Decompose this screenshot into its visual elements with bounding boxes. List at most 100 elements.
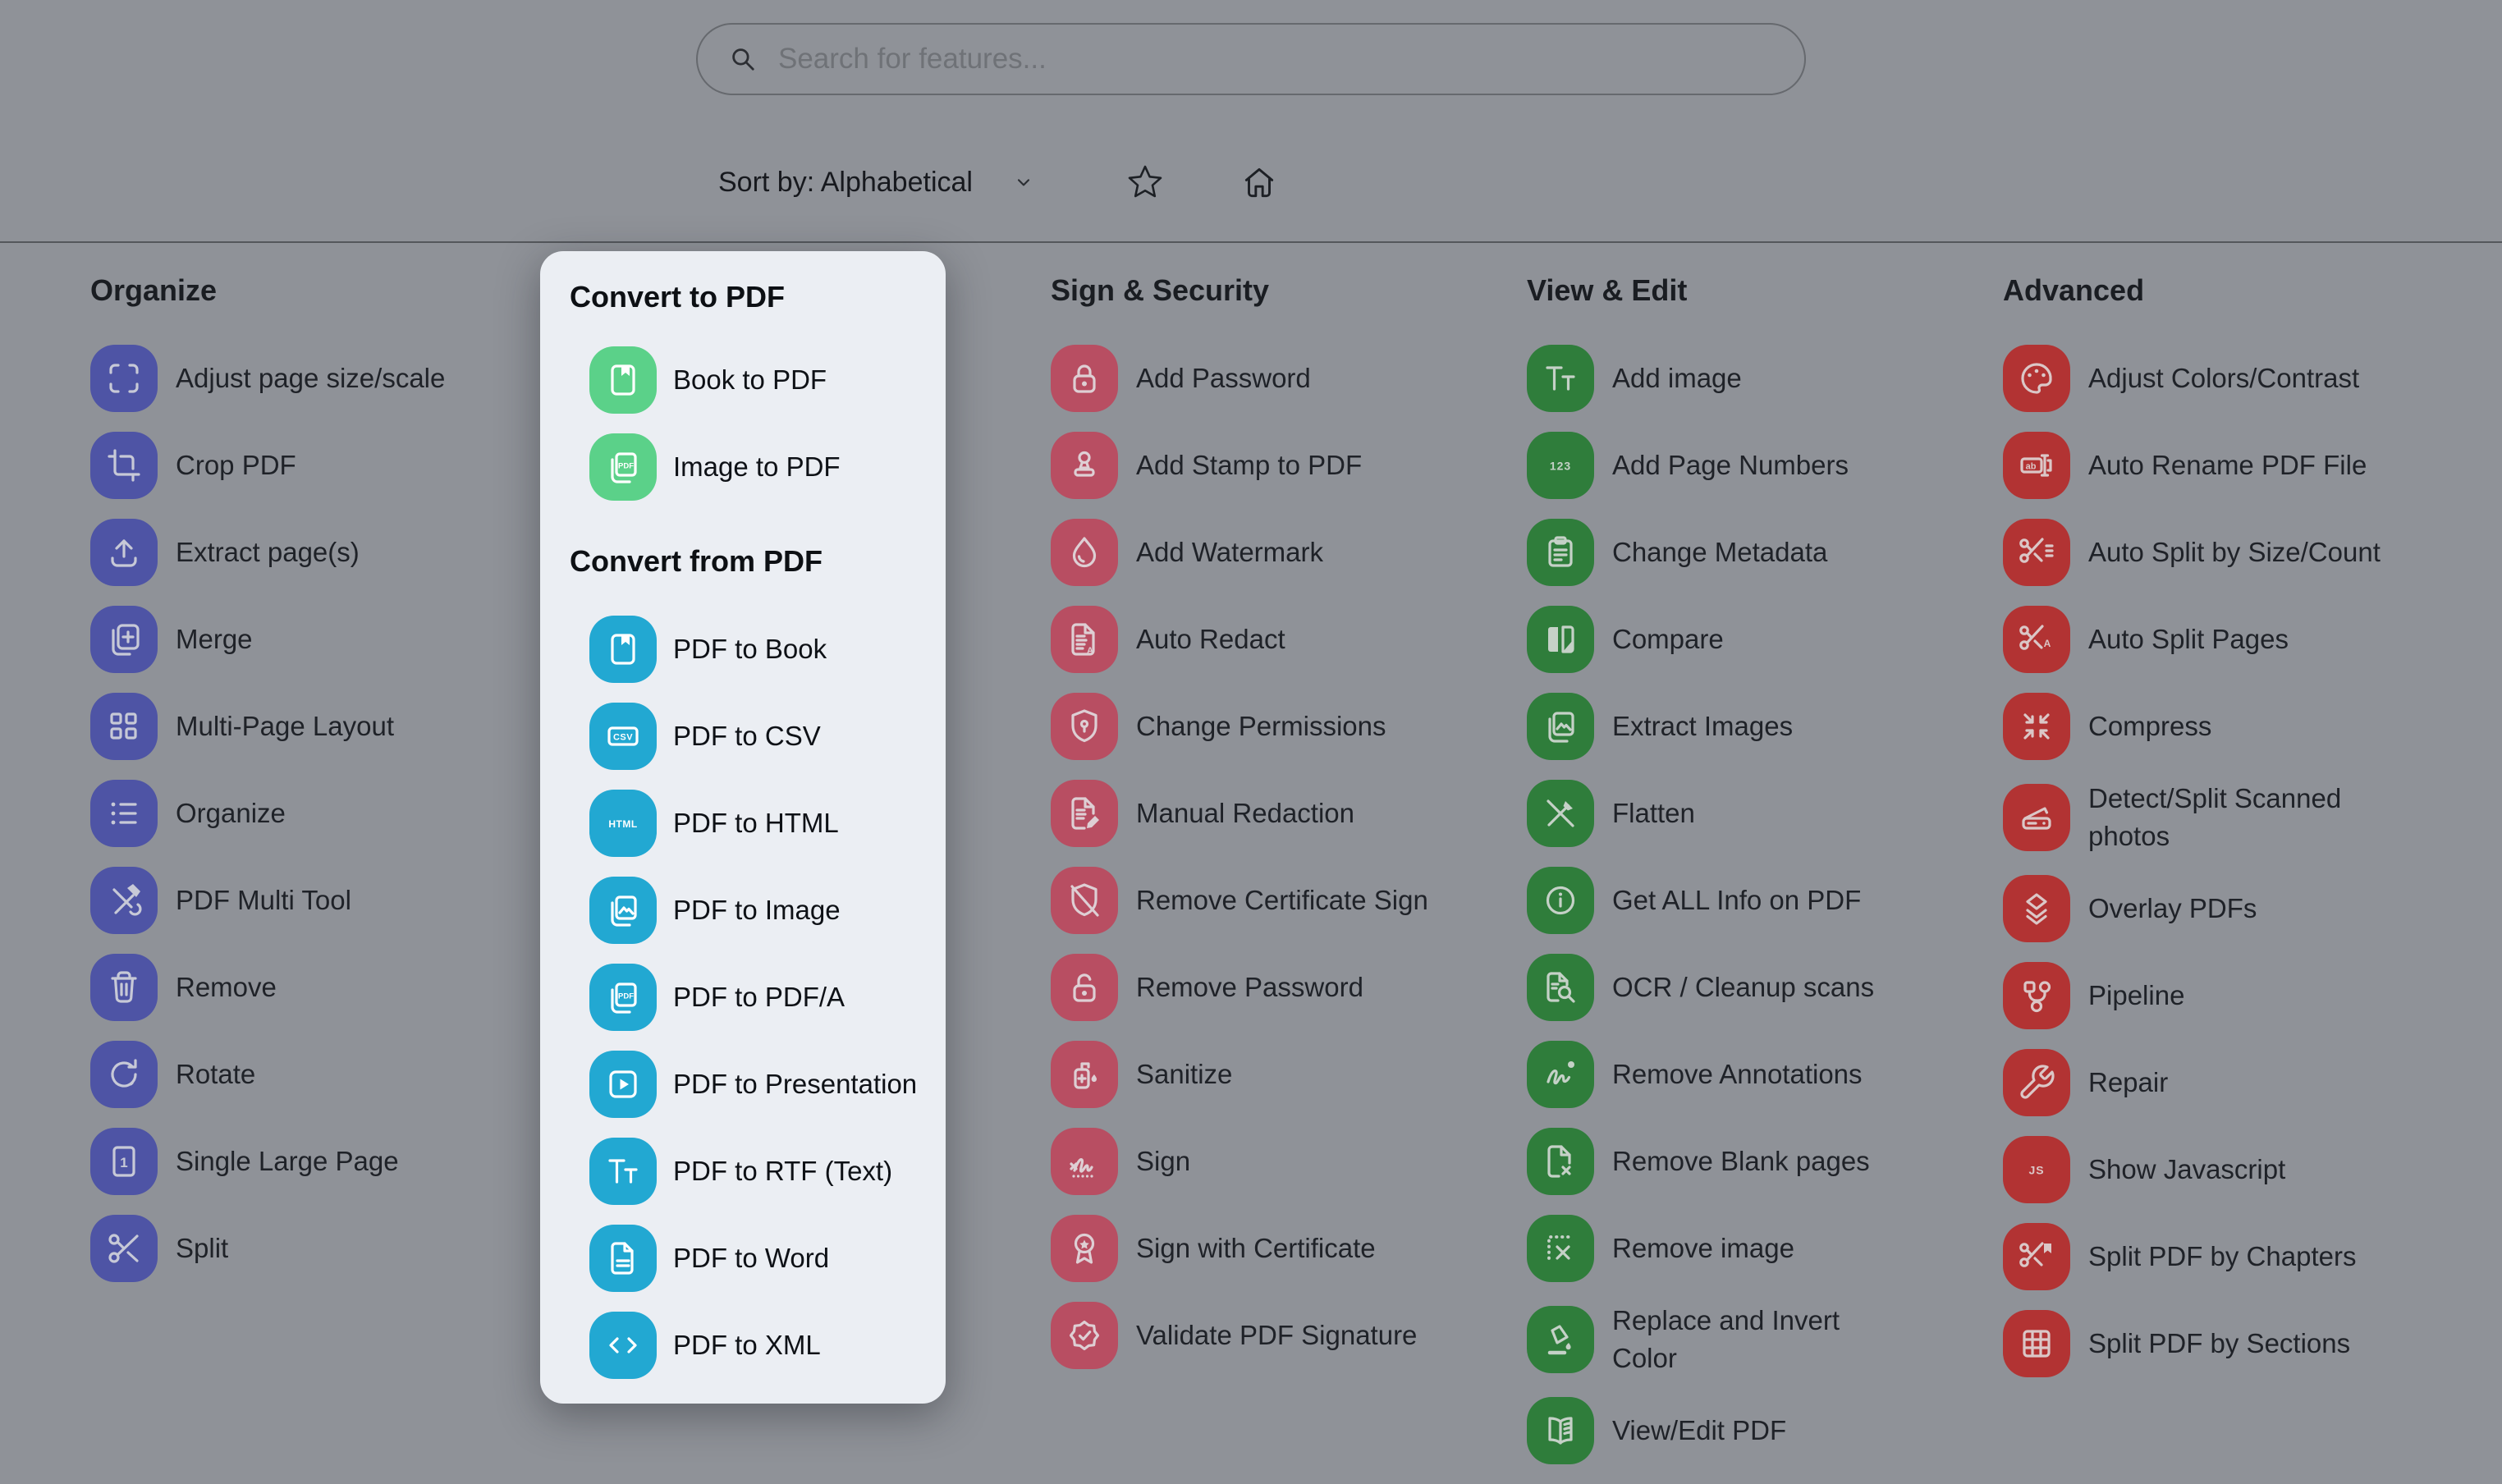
tool-pdf-to-xml[interactable]: PDF to XML: [589, 1312, 916, 1379]
info-icon: [1527, 867, 1594, 934]
tool-extract-page-s[interactable]: Extract page(s): [90, 519, 557, 586]
tool-get-all-info-on-pdf[interactable]: Get ALL Info on PDF: [1527, 867, 1993, 934]
paint-pour-icon: [1527, 1306, 1594, 1373]
tool-pipeline[interactable]: Pipeline: [2003, 962, 2469, 1029]
crop-icon: [90, 432, 158, 499]
scissors-bookmark-icon: [2003, 1223, 2070, 1290]
shield-keyhole-icon: [1051, 693, 1118, 760]
tool-flatten[interactable]: Flatten: [1527, 780, 1993, 847]
tool-label: Overlay PDFs: [2088, 893, 2257, 923]
tool-pdf-to-rtf-text[interactable]: PDF to RTF (Text): [589, 1138, 916, 1205]
tool-pdf-to-presentation[interactable]: PDF to Presentation: [589, 1051, 917, 1118]
tool-add-stamp-to-pdf[interactable]: Add Stamp to PDF: [1051, 432, 1517, 499]
column-title-sign-security: Sign & Security: [1051, 273, 1270, 307]
flatten-icon: [1527, 780, 1594, 847]
tool-compress[interactable]: Compress: [2003, 693, 2469, 760]
tool-pdf-to-word[interactable]: PDF to Word: [589, 1225, 916, 1292]
tool-auto-split-by-size-count[interactable]: Auto Split by Size/Count: [2003, 519, 2469, 586]
book-icon: [589, 346, 657, 414]
tool-add-image[interactable]: Add image: [1527, 345, 1993, 412]
tool-auto-redact[interactable]: A Auto Redact: [1051, 606, 1517, 673]
tool-add-page-numbers[interactable]: 123 Add Page Numbers: [1527, 432, 1993, 499]
tool-label: Rotate: [176, 1059, 256, 1089]
play-icon: [589, 1051, 657, 1118]
tool-single-large-page[interactable]: 1 Single Large Page: [90, 1128, 557, 1195]
tool-sign-with-certificate[interactable]: Sign with Certificate: [1051, 1215, 1517, 1282]
tool-label: Remove: [176, 972, 277, 1002]
tool-image-to-pdf[interactable]: PDF Image to PDF: [589, 433, 916, 501]
tool-sign[interactable]: Sign: [1051, 1128, 1517, 1195]
tool-label: Add Password: [1136, 363, 1311, 393]
tool-merge[interactable]: Merge: [90, 606, 557, 673]
sort-by-dropdown[interactable]: Sort by: Alphabetical: [718, 166, 973, 198]
tool-detect-split-scanned-photos[interactable]: Detect/Split Scanned photos: [2003, 780, 2469, 855]
tool-change-metadata[interactable]: Change Metadata: [1527, 519, 1993, 586]
tool-remove-image[interactable]: Remove image: [1527, 1215, 1993, 1282]
tool-rotate[interactable]: Rotate: [90, 1041, 557, 1108]
tool-change-permissions[interactable]: Change Permissions: [1051, 693, 1517, 760]
single-page-icon: 1: [90, 1128, 158, 1195]
tool-pdf-to-book[interactable]: PDF to Book: [589, 616, 916, 683]
sanitizer-icon: [1051, 1041, 1118, 1108]
tool-repair[interactable]: Repair: [2003, 1049, 2469, 1116]
tool-crop-pdf[interactable]: Crop PDF: [90, 432, 557, 499]
tool-manual-redaction[interactable]: Manual Redaction: [1051, 780, 1517, 847]
tool-add-watermark[interactable]: Add Watermark: [1051, 519, 1517, 586]
favorites-star-button[interactable]: [1125, 163, 1165, 202]
tool-split-pdf-by-chapters[interactable]: Split PDF by Chapters: [2003, 1223, 2469, 1290]
tool-sanitize[interactable]: Sanitize: [1051, 1041, 1517, 1108]
compare-icon: [1527, 606, 1594, 673]
tool-organize[interactable]: Organize: [90, 780, 557, 847]
column-title-view-edit: View & Edit: [1527, 273, 1688, 307]
tool-label: Add Page Numbers: [1612, 450, 1849, 480]
tool-label: Pipeline: [2088, 980, 2185, 1010]
tool-view-edit-pdf[interactable]: View/Edit PDF: [1527, 1397, 1993, 1464]
lock-icon: [1051, 345, 1118, 412]
tool-label: Remove Blank pages: [1612, 1146, 1870, 1176]
tool-compare[interactable]: Compare: [1527, 606, 1993, 673]
rotate-icon: [90, 1041, 158, 1108]
search-icon: [726, 42, 760, 76]
tool-pdf-multi-tool[interactable]: PDF Multi Tool: [90, 867, 557, 934]
tool-label: Add Stamp to PDF: [1136, 450, 1363, 480]
tool-ocr-cleanup-scans[interactable]: OCR / Cleanup scans: [1527, 954, 1993, 1021]
tool-remove-password[interactable]: Remove Password: [1051, 954, 1517, 1021]
tool-remove-annotations[interactable]: Remove Annotations: [1527, 1041, 1993, 1108]
tool-split-pdf-by-sections[interactable]: Split PDF by Sections: [2003, 1310, 2469, 1377]
tool-auto-rename-pdf-file[interactable]: ab Auto Rename PDF File: [2003, 432, 2469, 499]
tool-label: Auto Rename PDF File: [2088, 450, 2367, 480]
tool-replace-and-invert-color[interactable]: Replace and Invert Color: [1527, 1302, 1993, 1377]
svg-text:PDF: PDF: [618, 992, 634, 1001]
tool-add-password[interactable]: Add Password: [1051, 345, 1517, 412]
panel-title-convert-to-pdf: Convert to PDF: [570, 280, 786, 314]
tool-extract-images[interactable]: Extract Images: [1527, 693, 1993, 760]
tool-label: Change Metadata: [1612, 537, 1828, 567]
tool-remove-certificate-sign[interactable]: Remove Certificate Sign: [1051, 867, 1517, 934]
tool-remove[interactable]: Remove: [90, 954, 557, 1021]
tool-show-javascript[interactable]: JS Show Javascript: [2003, 1136, 2469, 1203]
tool-pdf-to-image[interactable]: PDF to Image: [589, 877, 916, 944]
tool-pdf-to-pdf-a[interactable]: PDF PDF to PDF/A: [589, 964, 916, 1031]
tool-label: PDF to CSV: [673, 721, 821, 751]
tool-overlay-pdfs[interactable]: Overlay PDFs: [2003, 875, 2469, 942]
tool-label: Manual Redaction: [1136, 798, 1354, 828]
home-button[interactable]: [1239, 162, 1280, 203]
tool-label: Auto Redact: [1136, 624, 1285, 654]
chevron-down-icon[interactable]: [1010, 169, 1037, 195]
stamp-icon: [1051, 432, 1118, 499]
search-input[interactable]: Search for features...: [696, 23, 1806, 95]
tool-label: Single Large Page: [176, 1146, 399, 1176]
tool-validate-pdf-signature[interactable]: Validate PDF Signature: [1051, 1302, 1517, 1369]
tool-remove-blank-pages[interactable]: Remove Blank pages: [1527, 1128, 1993, 1195]
tool-split[interactable]: Split: [90, 1215, 557, 1282]
tool-book-to-pdf[interactable]: Book to PDF: [589, 346, 916, 414]
tool-label: View/Edit PDF: [1612, 1415, 1787, 1445]
tool-pdf-to-html[interactable]: HTML PDF to HTML: [589, 790, 916, 857]
tool-auto-split-pages[interactable]: A Auto Split Pages: [2003, 606, 2469, 673]
page-scale-icon: [90, 345, 158, 412]
tool-label: Crop PDF: [176, 450, 296, 480]
tool-pdf-to-csv[interactable]: CSV PDF to CSV: [589, 703, 916, 770]
tool-adjust-page-size-scale[interactable]: Adjust page size/scale: [90, 345, 557, 412]
tool-multi-page-layout[interactable]: Multi-Page Layout: [90, 693, 557, 760]
tool-adjust-colors-contrast[interactable]: Adjust Colors/Contrast: [2003, 345, 2469, 412]
